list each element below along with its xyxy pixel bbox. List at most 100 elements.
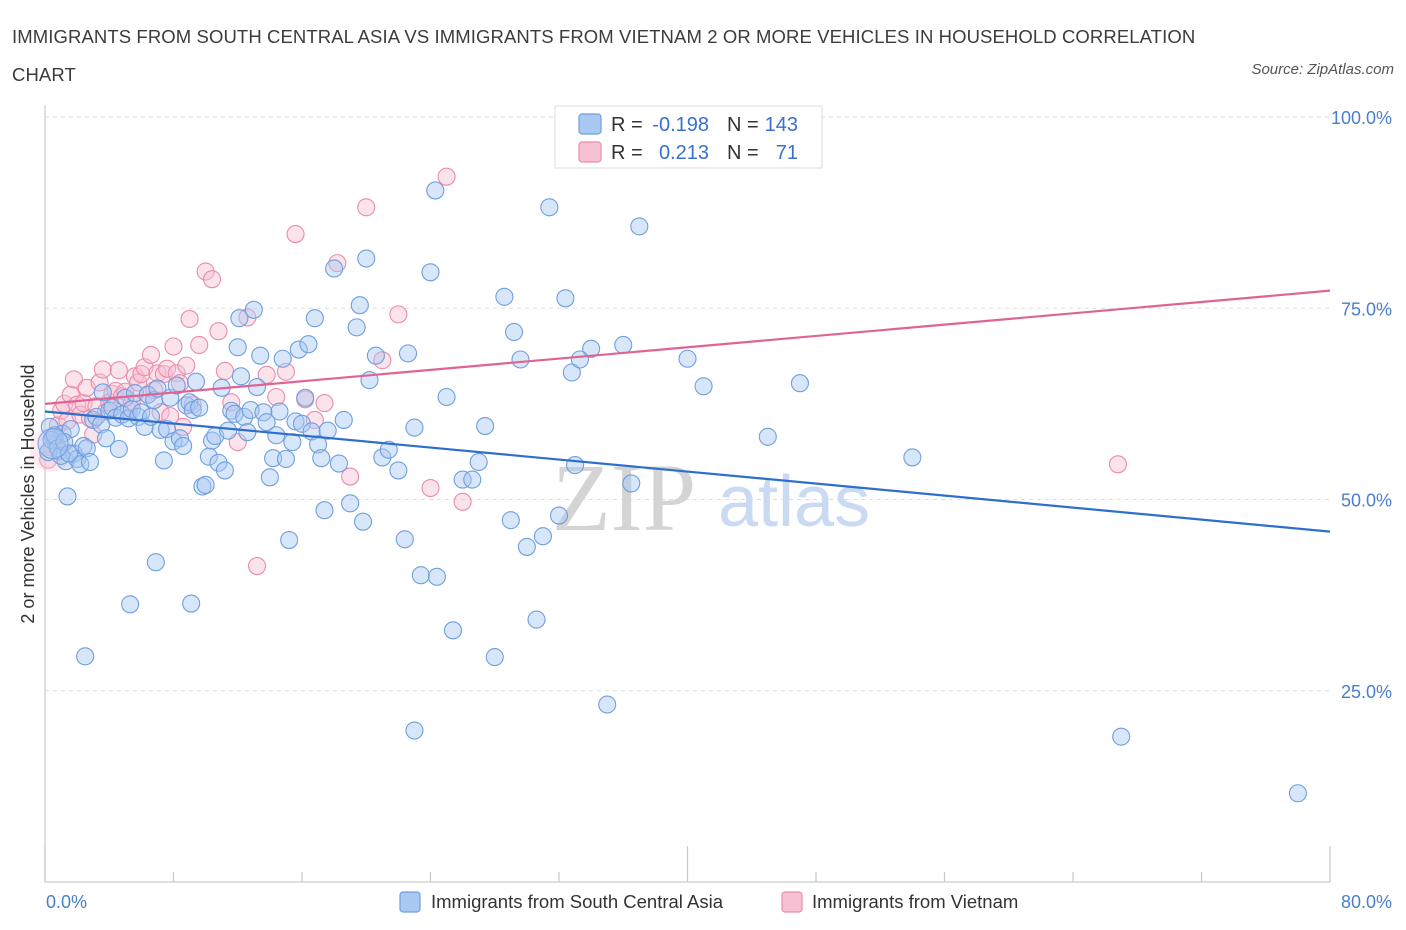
south-central-asia-point	[76, 647, 95, 666]
series-legend-label-pink: Immigrants from Vietnam	[812, 891, 1018, 912]
vietnam-trend-line	[44, 289, 1331, 405]
south-central-asia-point	[903, 448, 922, 467]
vietnam-point	[453, 492, 472, 511]
vietnam-point	[286, 224, 305, 244]
legend-swatch-blue	[578, 113, 602, 135]
correlation-legend: R = -0.198 N = 143 R = 0.213 N = 71	[554, 105, 823, 169]
south-central-asia-point	[405, 721, 424, 740]
south-central-asia-point	[289, 340, 308, 359]
legend-n-label-1: N =	[727, 114, 759, 136]
south-central-asia-point	[614, 335, 633, 355]
south-central-asia-point	[485, 648, 504, 667]
vietnam-point	[64, 370, 83, 389]
vietnam-point	[1108, 455, 1128, 474]
south-central-asia-point	[453, 470, 472, 489]
south-central-asia-point	[58, 487, 77, 506]
south-central-asia-point	[190, 398, 209, 417]
south-central-asia-point	[182, 594, 201, 613]
south-central-asia-point	[366, 346, 385, 365]
south-central-asia-point	[77, 439, 96, 458]
south-central-asia-trend-line	[44, 410, 1331, 533]
south-central-asia-point	[305, 309, 324, 328]
south-central-asia-point	[341, 494, 360, 513]
south-central-asia-point	[350, 296, 369, 315]
south-central-asia-point	[276, 449, 295, 469]
south-central-asia-point	[405, 418, 424, 437]
south-central-asia-point	[238, 423, 257, 442]
x-tick-label-max: 80.0%	[1341, 892, 1392, 912]
south-central-asia-point	[121, 595, 140, 614]
south-central-asia-point	[292, 414, 312, 433]
y-tick-label: 50.0%	[1341, 491, 1392, 511]
vietnam-point	[174, 417, 193, 436]
vietnam-point	[328, 254, 347, 273]
south-central-asia-point	[254, 403, 273, 422]
south-central-asia-point	[427, 567, 446, 586]
south-central-asia-point	[398, 344, 418, 363]
south-central-asia-point	[379, 440, 398, 459]
south-central-asia-point	[103, 398, 122, 417]
south-central-asia-point	[60, 444, 79, 463]
south-central-asia-point	[501, 511, 520, 530]
south-central-asia-point	[622, 474, 641, 493]
legend-n-label-2: N =	[727, 142, 759, 164]
south-central-asia-point	[312, 449, 331, 468]
vietnam-point	[315, 394, 334, 413]
south-central-asia-point	[186, 372, 206, 391]
vietnam-point	[177, 356, 196, 375]
vietnam-point	[61, 385, 80, 404]
south-central-asia-point	[570, 350, 589, 369]
south-central-asia-point	[566, 456, 585, 475]
south-central-asia-point	[758, 427, 777, 446]
vietnam-point	[196, 262, 215, 281]
y-tick-label: 25.0%	[1341, 682, 1392, 702]
y-tick-label: 75.0%	[1341, 299, 1392, 319]
vietnam-point	[141, 345, 161, 364]
south-central-asia-point	[209, 453, 228, 472]
series-legend-swatch-blue	[399, 891, 421, 913]
legend-r-value-2: 0.213	[659, 142, 709, 164]
south-central-asia-point	[235, 407, 254, 426]
south-central-asia-point	[469, 452, 488, 472]
vietnam-point	[247, 557, 267, 576]
south-central-asia-point	[193, 477, 212, 496]
south-central-asia-point	[533, 527, 552, 546]
vietnam-point	[158, 359, 177, 378]
vietnam-point	[93, 360, 112, 379]
vietnam-point	[203, 270, 222, 289]
south-central-asia-point	[315, 501, 334, 520]
south-central-asia-point	[267, 426, 286, 445]
south-central-asia-point	[527, 610, 546, 629]
legend-swatch-pink	[578, 141, 602, 163]
south-central-asia-point	[260, 468, 279, 487]
vietnam-point	[167, 364, 186, 383]
south-central-asia-point	[421, 263, 440, 282]
series-legend-swatch-pink	[781, 891, 803, 913]
south-central-asia-point	[353, 512, 373, 531]
legend-n-value-1: 143	[765, 114, 798, 136]
south-central-asia-point	[146, 553, 165, 572]
vietnam-point	[109, 361, 128, 380]
south-central-asia-point	[556, 289, 575, 308]
legend-r-label-2: R =	[611, 142, 643, 164]
south-central-asia-point	[395, 530, 414, 549]
south-central-asia-point	[443, 621, 463, 640]
south-central-asia-point	[219, 421, 238, 440]
south-central-asia-point	[174, 436, 193, 456]
south-central-asia-point	[280, 530, 299, 550]
south-central-asia-point	[299, 335, 318, 354]
south-central-asia-point	[437, 387, 456, 407]
south-central-asia-point	[373, 448, 392, 467]
south-central-asia-point	[309, 435, 328, 454]
south-central-asia-point	[476, 417, 495, 436]
south-central-asia-cluster-point	[37, 428, 69, 460]
chart-source: Source: ZipAtlas.com	[1251, 61, 1394, 78]
south-central-asia-point	[167, 376, 186, 395]
south-central-asia-point	[231, 367, 251, 386]
south-central-asia-point	[582, 339, 601, 358]
south-central-asia-point	[694, 377, 713, 396]
vietnam-point	[209, 322, 228, 341]
vietnam-point	[215, 361, 234, 381]
south-central-asia-point	[264, 449, 283, 468]
